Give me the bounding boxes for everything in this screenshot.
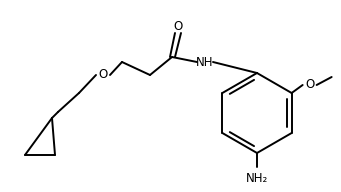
Text: NH: NH (196, 55, 214, 69)
Text: NH₂: NH₂ (246, 171, 268, 185)
Text: O: O (173, 21, 183, 33)
Text: O: O (305, 79, 314, 92)
Text: O: O (98, 69, 108, 81)
